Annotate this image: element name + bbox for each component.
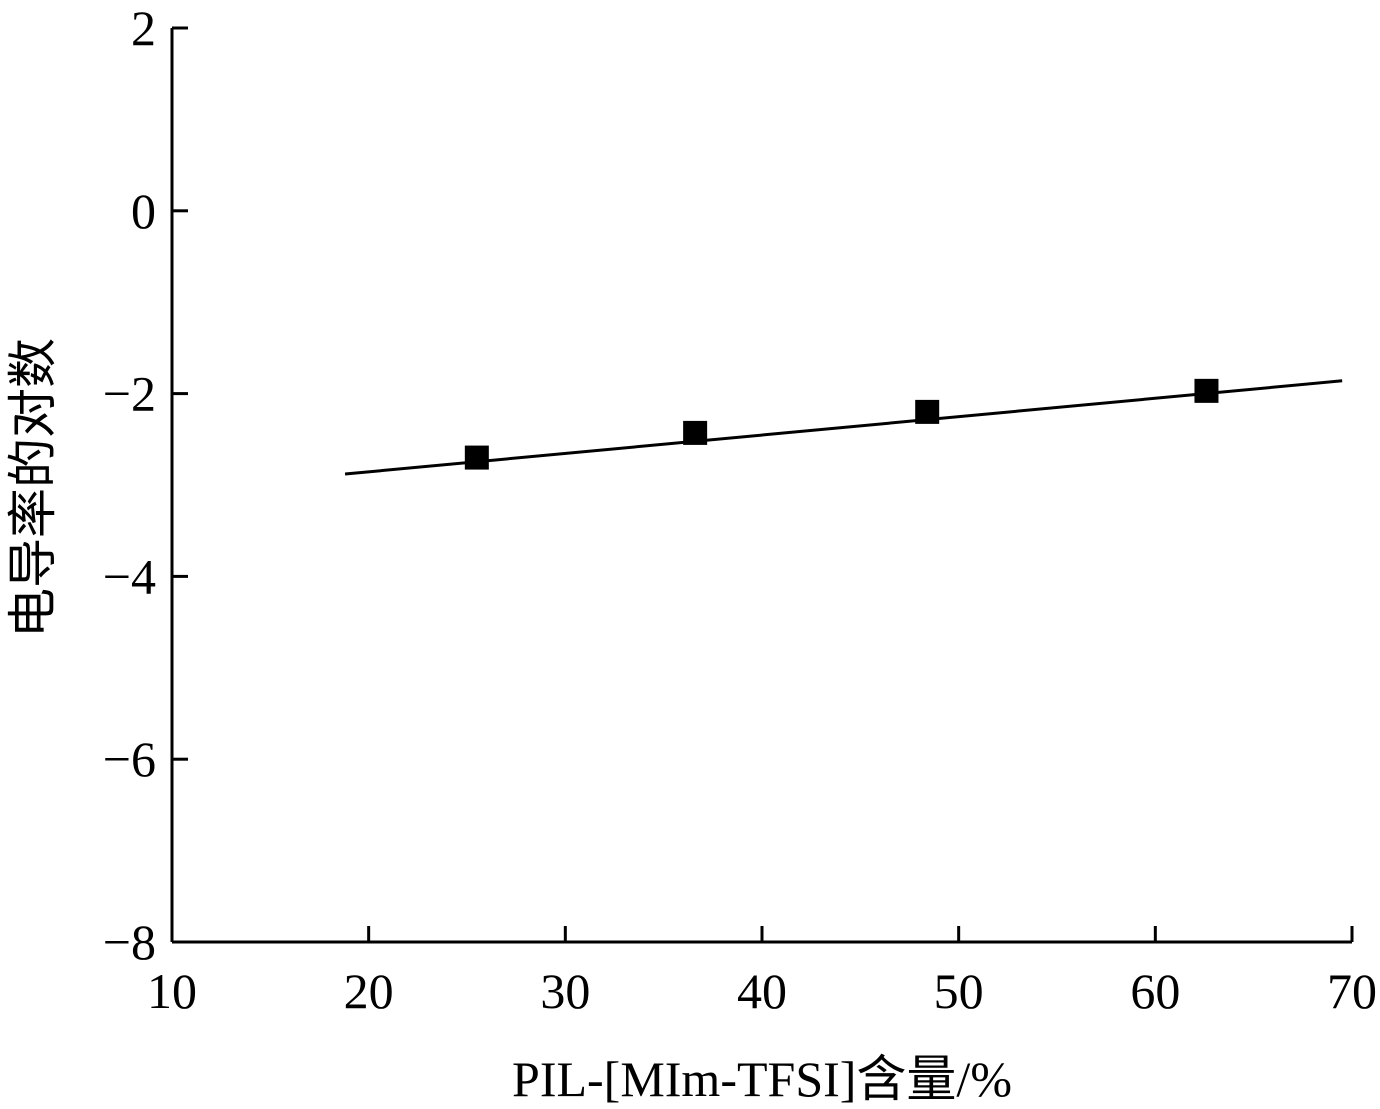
data-point [464, 445, 489, 470]
x-tick-label: 50 [934, 963, 984, 1019]
data-points [464, 378, 1219, 470]
data-point [1194, 378, 1219, 403]
x-tick-label: 10 [147, 963, 197, 1019]
x-tick-label: 20 [344, 963, 394, 1019]
fit-line [344, 379, 1343, 476]
y-tick-label: −8 [103, 914, 156, 970]
x-axis-ticks: 10 20 30 40 50 60 70 [147, 926, 1377, 1019]
x-tick-label: 70 [1327, 963, 1377, 1019]
fit-line-layer [344, 379, 1343, 476]
y-tick-label: −6 [103, 731, 156, 787]
y-axis-title: 电导率的对数 [5, 338, 61, 638]
x-tick-label: 40 [737, 963, 787, 1019]
y-tick-label: 2 [131, 0, 156, 56]
axes [170, 28, 1352, 944]
y-tick-label: −2 [103, 366, 156, 422]
data-point [915, 399, 940, 424]
x-axis-title: PIL-[MIm-TFSI]含量/% [512, 1051, 1012, 1107]
y-axis-ticks: −8 −6 −4 −2 0 2 [103, 0, 188, 970]
y-tick-label: 0 [131, 183, 156, 239]
y-tick-label: −4 [103, 548, 156, 604]
x-tick-label: 30 [540, 963, 590, 1019]
data-point [683, 420, 708, 445]
x-tick-label: 60 [1130, 963, 1180, 1019]
